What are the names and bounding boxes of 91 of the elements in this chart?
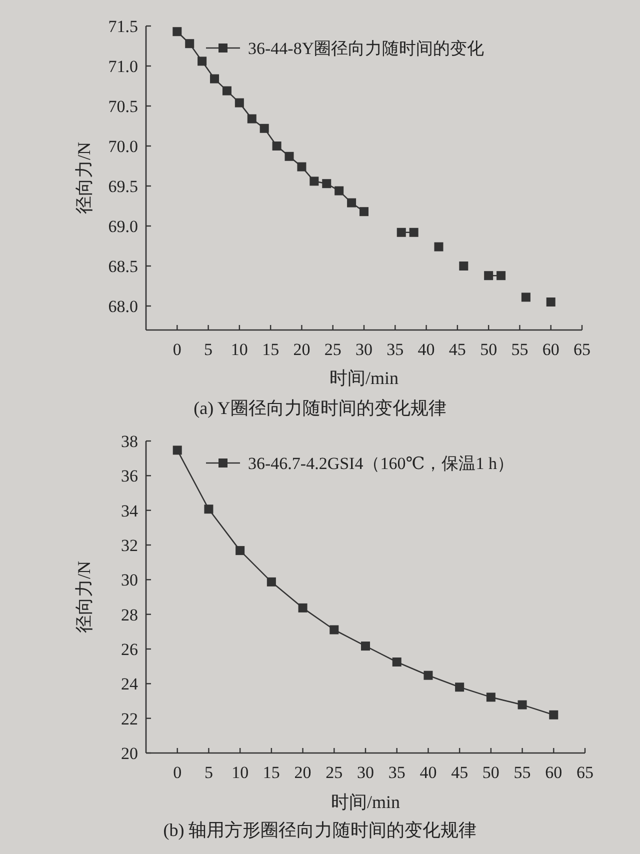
y-tick-label: 69.5 — [108, 177, 138, 196]
x-tick-label: 5 — [204, 763, 213, 782]
x-tick-label: 35 — [388, 763, 406, 782]
point — [298, 603, 308, 612]
point — [236, 546, 245, 556]
x-tick-label: 25 — [324, 340, 342, 359]
x-axis-title: 时间/min — [329, 368, 399, 388]
point — [459, 262, 468, 270]
point — [330, 625, 339, 634]
point — [222, 86, 232, 96]
point — [486, 692, 496, 702]
point — [198, 56, 207, 66]
y-tick-label: 30 — [121, 570, 138, 590]
point — [392, 658, 402, 666]
point — [272, 142, 282, 150]
x-tick-label: 40 — [420, 763, 437, 782]
text: (b) 轴用方形圈径向力随时间的变化规律 — [163, 820, 477, 840]
y-axis-title: 径向力/N — [74, 142, 94, 214]
y-tick-label: 68.0 — [108, 297, 138, 316]
point — [396, 228, 406, 237]
point — [310, 176, 319, 186]
point — [424, 670, 433, 680]
y-tick-label: 28 — [121, 605, 138, 624]
point — [266, 577, 276, 586]
point — [234, 98, 244, 108]
point — [172, 446, 182, 455]
point — [297, 162, 306, 172]
x-tick-label: 30 — [356, 340, 372, 359]
x-tick-label: 10 — [232, 763, 249, 782]
y-tick-label: 36 — [121, 466, 138, 486]
x-tick-label: 20 — [294, 763, 312, 782]
y-tick-label: 69.0 — [108, 217, 138, 236]
y-tick-label: 32 — [121, 536, 138, 555]
x-tick-label: 30 — [357, 763, 374, 782]
legend-label: 36-44-8Y圈径向力随时间的变化 — [248, 39, 484, 58]
x-tick-label: 10 — [230, 340, 248, 359]
point — [455, 682, 464, 692]
point — [334, 186, 344, 196]
point — [322, 179, 332, 188]
x-tick-label: 60 — [542, 340, 560, 359]
point — [484, 271, 494, 280]
x-tick-label: 50 — [480, 340, 498, 359]
point — [361, 642, 370, 651]
x-tick-label: 40 — [418, 340, 435, 359]
point — [185, 39, 194, 48]
x-tick-label: 0 — [172, 340, 182, 359]
x-tick-label: 55 — [514, 763, 531, 782]
point — [546, 298, 556, 306]
y-tick-label: 22 — [121, 709, 138, 728]
y-tick-label: 70.5 — [108, 97, 138, 116]
point — [409, 228, 418, 237]
x-tick-label: 15 — [262, 763, 280, 782]
legend-label: 36-46.7-4.2GSI4（160℃，保温1 h） — [248, 454, 514, 473]
x-tick-label: 45 — [451, 763, 468, 782]
point — [260, 124, 269, 133]
point — [549, 710, 558, 720]
x-tick-label: 0 — [173, 763, 182, 782]
point — [521, 292, 530, 302]
point — [210, 74, 220, 84]
point — [247, 114, 256, 124]
x-tick-label: 65 — [576, 763, 594, 782]
x-tick-label: 55 — [511, 340, 528, 359]
y-tick-label: 71.0 — [108, 57, 138, 76]
x-tick-label: 5 — [204, 340, 213, 359]
x-tick-label: 50 — [482, 763, 500, 782]
y-tick-label: 38 — [121, 432, 138, 451]
x-axis-title: 时间/min — [330, 792, 400, 812]
x-tick-label: 25 — [326, 763, 343, 782]
x-tick-label: 60 — [545, 763, 562, 782]
point — [360, 207, 368, 216]
point — [518, 700, 527, 710]
x-tick-label: 35 — [386, 340, 404, 359]
point — [347, 198, 356, 208]
y-tick-label: 26 — [121, 640, 138, 659]
y-axis-title: 径向力/N — [74, 561, 94, 633]
point — [284, 152, 294, 161]
point — [434, 242, 444, 252]
y-tick-label: 20 — [121, 744, 138, 763]
text: (a) Y圈径向力随时间的变化规律 — [194, 398, 446, 418]
y-tick-label: 24 — [121, 674, 138, 694]
x-tick-label: 20 — [293, 340, 310, 359]
y-tick-label: 70.0 — [108, 137, 138, 156]
y-tick-label: 71.5 — [108, 17, 138, 36]
x-tick-label: 15 — [262, 340, 280, 359]
x-tick-label: 45 — [448, 340, 466, 359]
point — [204, 504, 214, 514]
point — [496, 271, 506, 280]
x-tick-label: 65 — [574, 340, 590, 359]
point — [172, 27, 182, 36]
y-tick-label: 68.5 — [108, 257, 138, 276]
y-tick-label: 34 — [121, 501, 138, 520]
